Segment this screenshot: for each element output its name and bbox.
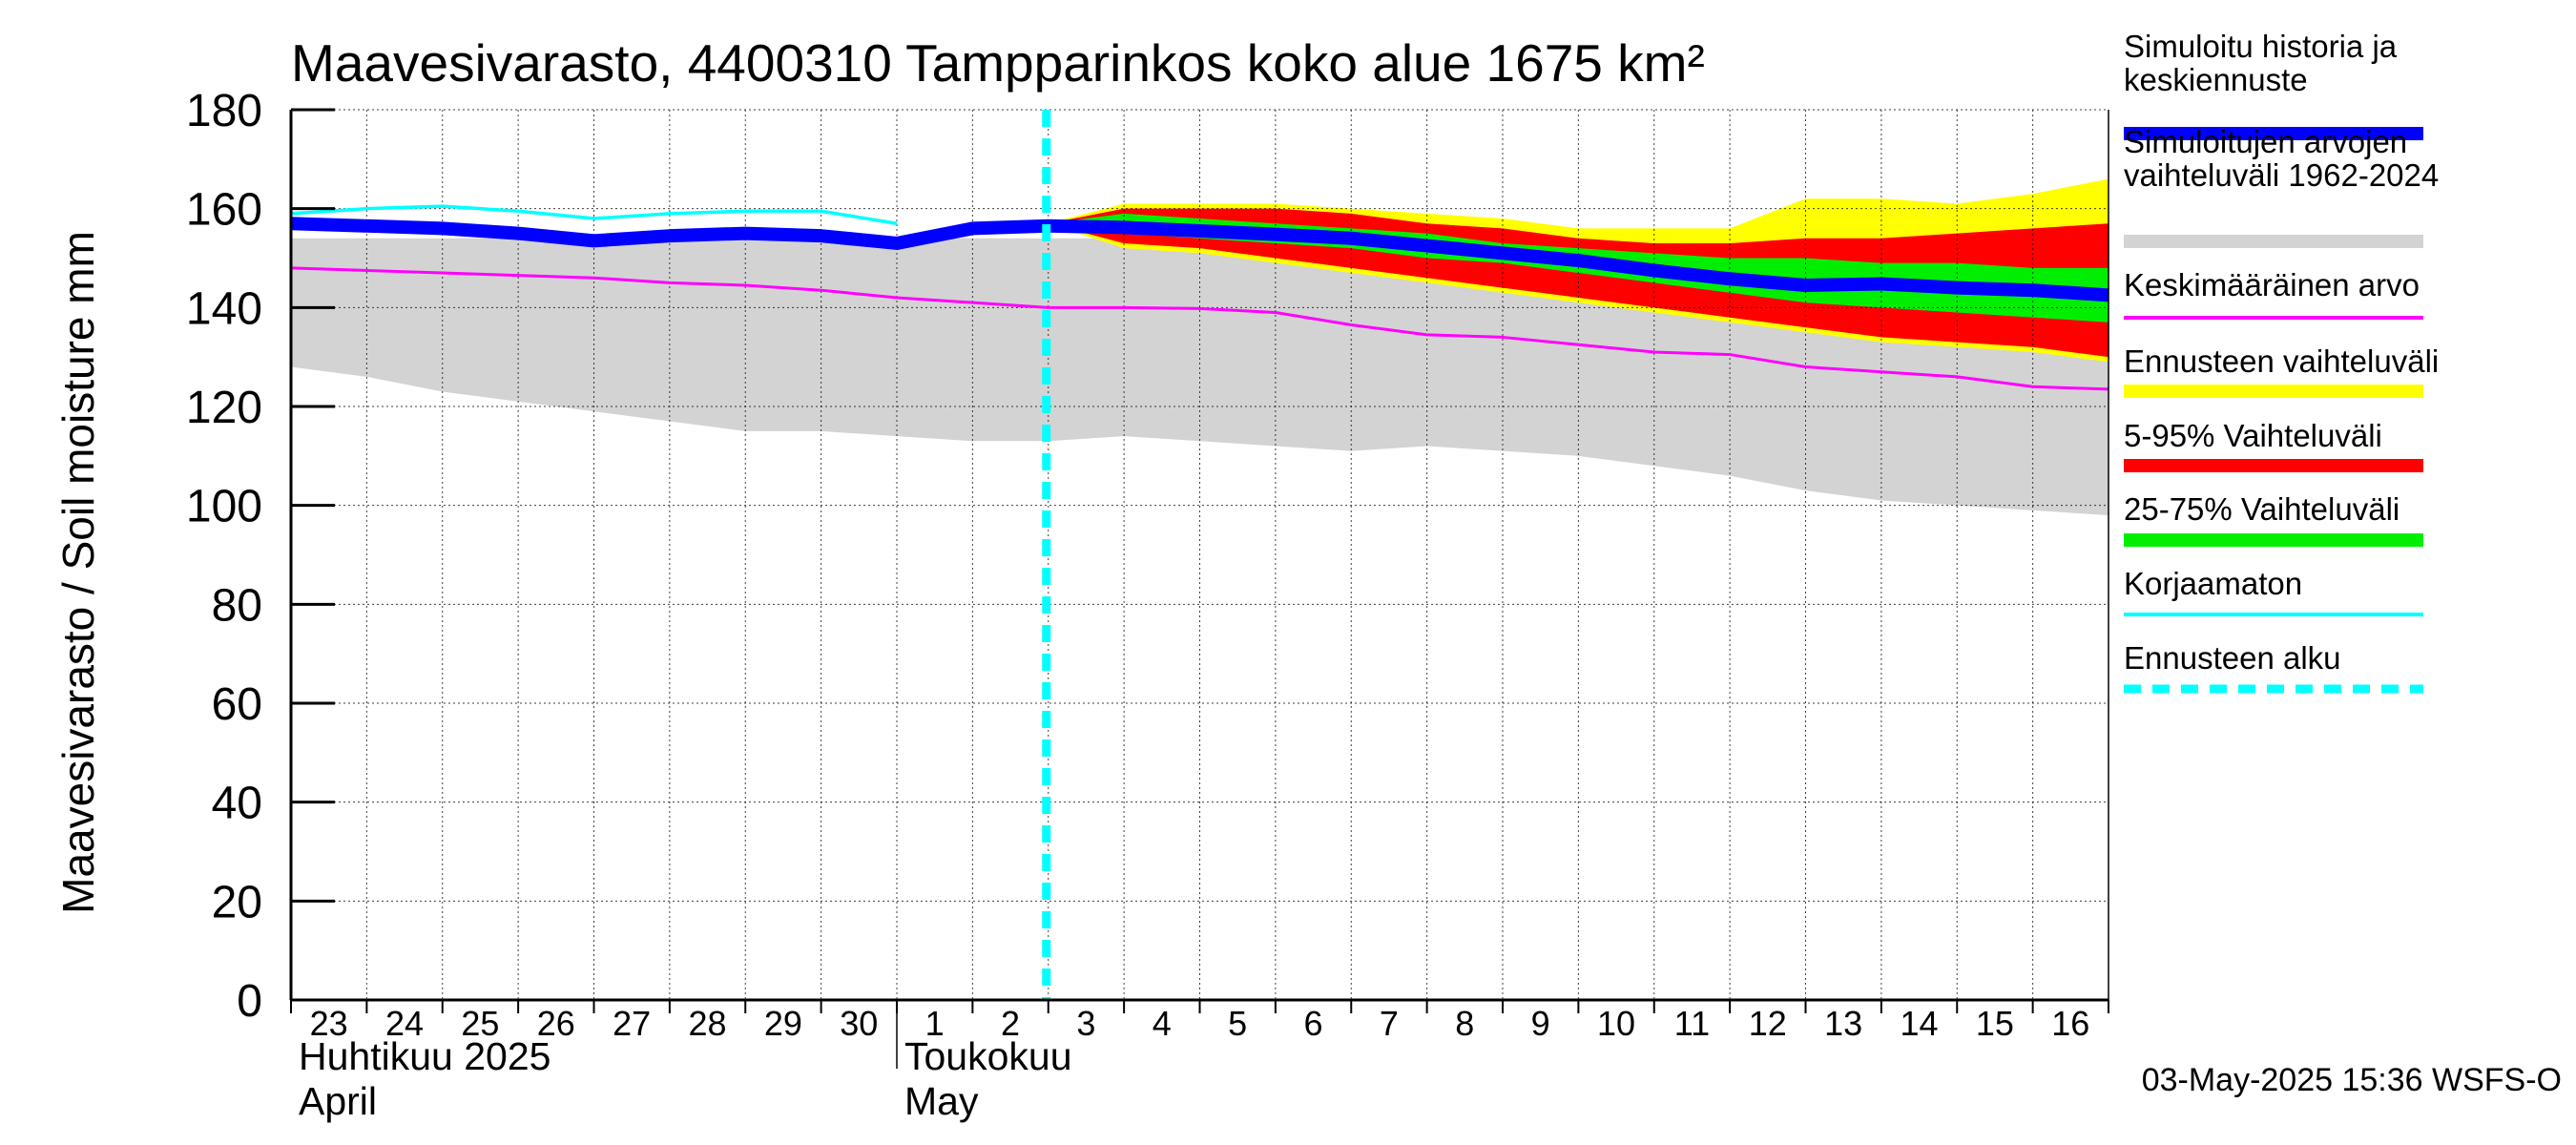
legend-label: Simuloitu historia ja xyxy=(2124,29,2398,64)
x-tick-label: 11 xyxy=(1674,1004,1710,1043)
y-tick-label: 160 xyxy=(186,185,262,236)
uncorrected-line xyxy=(290,204,898,225)
legend-label: vaihteluväli 1962-2024 xyxy=(2124,157,2439,193)
x-tick-label: 28 xyxy=(689,1004,727,1043)
x-tick-label: 30 xyxy=(840,1004,878,1043)
x-tick-label: 7 xyxy=(1380,1004,1399,1043)
legend-label: keskiennuste xyxy=(2124,62,2308,97)
month-label-en: April xyxy=(299,1079,377,1123)
x-tick-label: 4 xyxy=(1153,1004,1172,1043)
x-tick-label: 24 xyxy=(385,1004,424,1043)
chart-lines xyxy=(290,110,2109,1000)
y-tick-label: 0 xyxy=(237,976,262,1027)
simulated-line xyxy=(290,217,2109,302)
x-tick-label: 6 xyxy=(1304,1004,1323,1043)
x-tick-label: 3 xyxy=(1076,1004,1095,1043)
mean-line xyxy=(290,266,2109,391)
y-tick-label: 180 xyxy=(186,86,262,136)
x-tick-label: 5 xyxy=(1228,1004,1247,1043)
legend-label: Korjaamaton xyxy=(2124,566,2302,601)
x-tick-label: 2 xyxy=(1001,1004,1020,1043)
y-tick-label: 120 xyxy=(186,383,262,433)
legend-label: Keskimääräinen arvo xyxy=(2124,267,2420,302)
x-tick-label: 8 xyxy=(1455,1004,1474,1043)
x-tick-label: 15 xyxy=(1976,1004,2014,1043)
month-label-en: May xyxy=(904,1079,979,1123)
y-tick-label: 80 xyxy=(212,580,262,631)
y-tick-label: 60 xyxy=(212,679,262,730)
y-axis-label: Maavesivarasto / Soil moisture mm xyxy=(53,231,103,914)
x-tick-label: 26 xyxy=(537,1004,575,1043)
x-tick-label: 27 xyxy=(613,1004,651,1043)
x-tick-label: 16 xyxy=(2051,1004,2089,1043)
chart-title: Maavesivarasto, 4400310 Tampparinkos kok… xyxy=(291,33,1705,93)
x-tick-label: 12 xyxy=(1749,1004,1787,1043)
month-label: Huhtikuu 2025 xyxy=(299,1034,551,1078)
x-tick-label: 9 xyxy=(1531,1004,1550,1043)
y-tick-label: 40 xyxy=(212,779,262,829)
legend-label: Simuloitujen arvojen xyxy=(2124,124,2407,159)
x-tick-label: 13 xyxy=(1824,1004,1862,1043)
x-tick-label: 23 xyxy=(310,1004,348,1043)
y-tick-label: 140 xyxy=(186,283,262,334)
x-tick-label: 29 xyxy=(764,1004,802,1043)
x-tick-label: 1 xyxy=(925,1004,945,1043)
legend-label: 5-95% Vaihteluväli xyxy=(2124,418,2382,453)
legend-label: Ennusteen alku xyxy=(2124,640,2341,676)
footer-timestamp: 03-May-2025 15:36 WSFS-O xyxy=(2142,1062,2562,1098)
y-tick-label: 100 xyxy=(186,482,262,532)
x-tick-label: 10 xyxy=(1597,1004,1635,1043)
legend-label: 25-75% Vaihteluväli xyxy=(2124,491,2399,527)
x-tick-label: 14 xyxy=(1901,1004,1939,1043)
month-label: Toukokuu xyxy=(904,1034,1072,1078)
x-tick-label: 25 xyxy=(461,1004,499,1043)
y-tick-label: 20 xyxy=(212,877,262,927)
legend-label: Ennusteen vaihteluväli xyxy=(2124,344,2439,379)
